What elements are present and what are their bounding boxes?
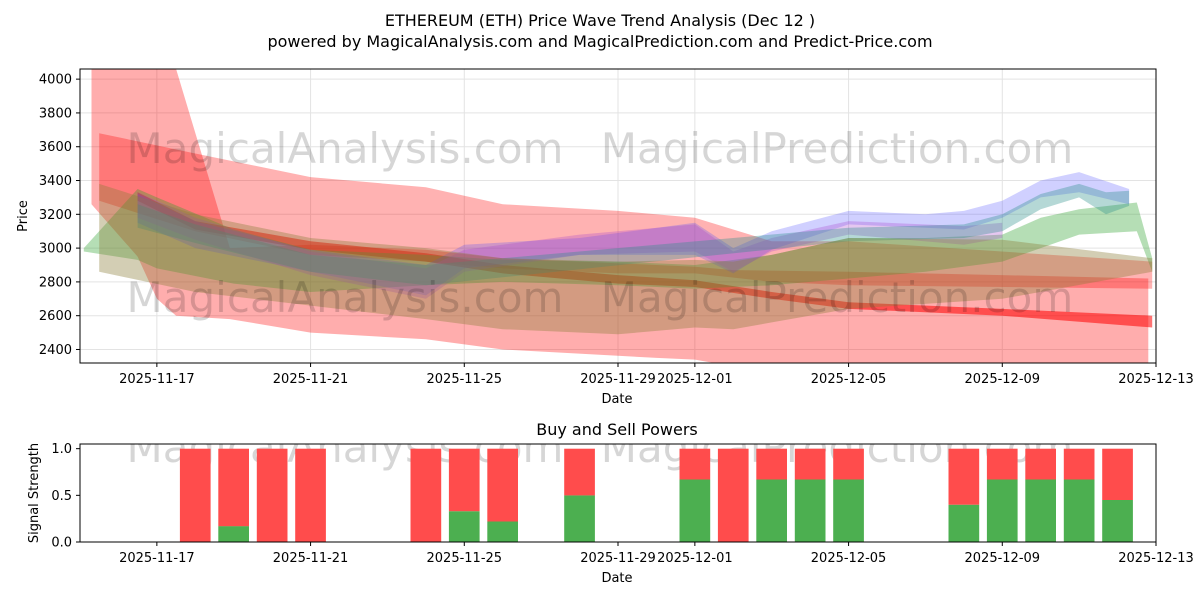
sell-bar — [448, 448, 480, 512]
buy-bar — [948, 504, 980, 542]
signal-y-tick-label: 1.0 — [51, 442, 72, 457]
buy-bar — [833, 479, 864, 542]
buy-bar — [218, 526, 249, 542]
sell-bar — [1102, 448, 1133, 500]
sell-bar — [833, 448, 864, 480]
figure-title: ETHEREUM (ETH) Price Wave Trend Analysis… — [385, 11, 815, 30]
sell-bar — [986, 448, 1018, 480]
sell-bar — [410, 448, 442, 542]
sell-bar — [948, 448, 980, 505]
price-band-blue-band — [137, 172, 1130, 296]
price-bands — [83, 69, 1153, 363]
signal-x-label: Date — [601, 571, 632, 586]
sell-bar — [218, 448, 249, 527]
buy-bar — [794, 479, 826, 542]
sell-bar — [794, 448, 826, 480]
price-y-tick-label: 2400 — [39, 343, 72, 358]
price-watermarks: MagicalAnalysis.com MagicalPrediction.com… — [127, 124, 1074, 322]
price-y-ticks: 2400 2600 2800 3000 3200 3400 3600 3800 4000 — [39, 73, 80, 358]
signal-bars — [179, 448, 1133, 542]
price-watermark: MagicalAnalysis.com — [127, 124, 564, 173]
price-y-tick-label: 3000 — [39, 242, 72, 257]
price-x-tick-label: 2025-11-17 — [119, 372, 195, 387]
signal-x-tick-label: 2025-12-13 — [1118, 551, 1194, 566]
sell-bar — [564, 448, 595, 496]
price-band-teal-band — [137, 183, 1130, 286]
signal-y-ticks: 0.0 0.5 1.0 — [51, 442, 80, 551]
price-x-label: Date — [601, 392, 632, 407]
price-y-tick-label: 3200 — [39, 208, 72, 223]
sell-bar — [717, 448, 749, 542]
signal-y-tick-label: 0.5 — [51, 489, 72, 504]
figure-subtitle: powered by MagicalAnalysis.com and Magic… — [267, 32, 932, 51]
price-watermark: MagicalAnalysis.com — [127, 273, 564, 322]
price-band-wide-red-band — [91, 69, 1149, 363]
sell-bar — [756, 448, 787, 480]
sell-bar — [179, 448, 211, 542]
price-y-tick-label: 3400 — [39, 174, 72, 189]
price-x-tick-label: 2025-11-25 — [427, 372, 503, 387]
price-band-red-trend-line — [137, 192, 1153, 328]
price-x-tick-label: 2025-12-01 — [657, 372, 733, 387]
price-y-tick-label: 2600 — [39, 309, 72, 324]
buy-bar — [564, 495, 595, 542]
signal-x-tick-label: 2025-11-25 — [427, 551, 503, 566]
price-x-ticks: 2025-11-17 2025-11-21 2025-11-25 2025-11-29… — [119, 363, 1194, 387]
signal-x-tick-label: 2025-12-01 — [657, 551, 733, 566]
sell-bar — [1063, 448, 1095, 480]
buy-bar — [1025, 479, 1056, 542]
signal-x-tick-label: 2025-12-09 — [965, 551, 1041, 566]
buy-bar — [679, 479, 711, 542]
buy-bar — [756, 479, 787, 542]
price-y-label: Price — [16, 200, 31, 232]
signal-panel: Buy and Sell Powers MagicalAnalysis.com M… — [27, 420, 1194, 586]
price-watermark: MagicalPrediction.com — [601, 124, 1074, 173]
buy-bar — [448, 511, 480, 542]
price-x-tick-label: 2025-11-29 — [580, 372, 656, 387]
signal-x-tick-label: 2025-11-29 — [580, 551, 656, 566]
signal-x-tick-label: 2025-11-17 — [119, 551, 195, 566]
price-x-tick-label: 2025-12-09 — [965, 372, 1041, 387]
signal-title: Buy and Sell Powers — [536, 420, 698, 439]
signal-x-tick-label: 2025-12-05 — [811, 551, 887, 566]
sell-bar — [487, 448, 518, 522]
signal-x-tick-label: 2025-11-21 — [273, 551, 349, 566]
signal-y-label: Signal Strength — [27, 443, 42, 543]
buy-bar — [487, 521, 518, 542]
price-x-tick-label: 2025-12-05 — [811, 372, 887, 387]
signal-x-ticks: 2025-11-17 2025-11-21 2025-11-25 2025-11-29… — [119, 542, 1194, 566]
sell-bar — [1025, 448, 1056, 480]
price-y-tick-label: 3600 — [39, 140, 72, 155]
price-band-olive-band — [99, 183, 1153, 335]
price-x-tick-label: 2025-12-13 — [1118, 372, 1194, 387]
price-band-green-band — [83, 189, 1153, 292]
price-y-tick-label: 3800 — [39, 106, 72, 121]
sell-bar — [295, 448, 326, 542]
buy-bar — [986, 479, 1018, 542]
price-watermark: MagicalPrediction.com — [601, 273, 1074, 322]
price-x-tick-label: 2025-11-21 — [273, 372, 349, 387]
price-panel: MagicalAnalysis.com MagicalPrediction.com… — [16, 68, 1194, 407]
buy-bar — [1102, 500, 1133, 542]
price-y-tick-label: 4000 — [39, 73, 72, 88]
price-y-tick-label: 2800 — [39, 275, 72, 290]
sell-bar — [256, 448, 288, 542]
buy-bar — [1063, 479, 1095, 542]
sell-bar — [679, 448, 711, 480]
signal-y-tick-label: 0.0 — [51, 536, 72, 551]
price-band-purple-band — [137, 192, 1003, 299]
